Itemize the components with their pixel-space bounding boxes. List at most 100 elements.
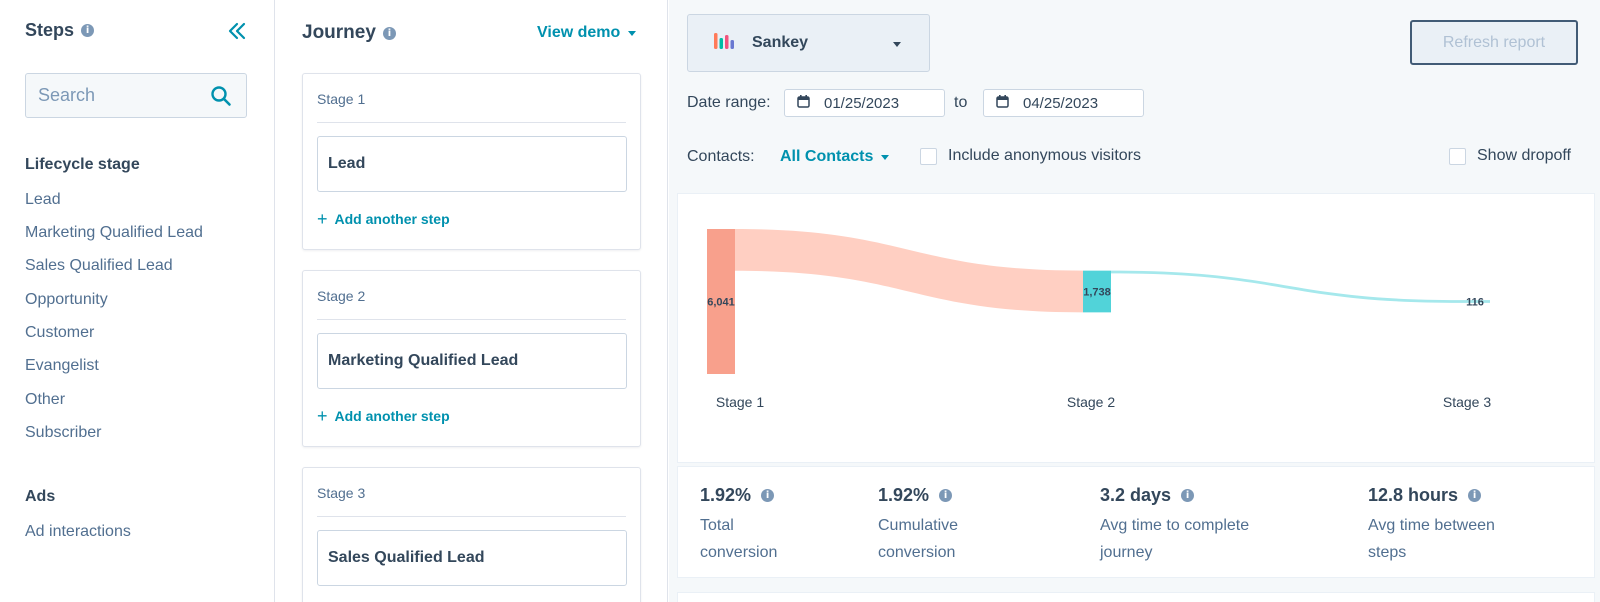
stat-value: 12.8 hours i	[1368, 485, 1495, 506]
sidebar-item-customer[interactable]: Customer	[25, 324, 95, 341]
divider	[317, 319, 626, 320]
checkbox-box[interactable]	[920, 147, 937, 165]
stat-number: 1.92%	[700, 485, 752, 505]
collapse-sidebar-icon[interactable]	[226, 20, 248, 42]
sankey-svg: 6,041 1,738 116 Stage 1 Stage 2 Stage 3	[707, 229, 1491, 410]
journey-panel: Journey i View demo Stage 1 Lead + Add a…	[276, 0, 668, 602]
sidebar-item-ad-interactions[interactable]: Ad interactions	[25, 523, 131, 540]
show-dropoff-label: Show dropoff	[1477, 147, 1571, 164]
sankey-value-label-stage-2: 1,738	[1083, 287, 1111, 299]
stat-label-line1: Avg time to complete	[1100, 517, 1250, 534]
sankey-stage-label-2: Stage 2	[1067, 394, 1115, 410]
contacts-value: All Contacts	[780, 148, 874, 165]
divider	[317, 516, 626, 517]
stat-number: 12.8 hours	[1368, 485, 1459, 505]
stat-label-line2: journey	[1100, 544, 1153, 561]
stat-cumulative-conversion: 1.92% i Cumulative conversion	[878, 485, 958, 566]
stat-label-line1: Cumulative	[878, 517, 959, 534]
sidebar-item-sales-qualified-lead[interactable]: Sales Qualified Lead	[25, 257, 173, 274]
calendar-icon	[797, 94, 810, 112]
flow-stage2-stage3	[1111, 270, 1460, 303]
flow-stage1-stage2	[735, 229, 1083, 313]
stat-number: 1.92%	[878, 485, 930, 505]
chart-type-label: Sankey	[752, 34, 809, 51]
stat-label-line2: steps	[1368, 544, 1407, 561]
sidebar-item-opportunity[interactable]: Opportunity	[25, 291, 108, 308]
stage-card-1: Stage 1 Lead + Add another step	[302, 73, 641, 250]
sidebar-item-lead[interactable]: Lead	[25, 191, 61, 208]
info-icon[interactable]: i	[761, 489, 775, 502]
sidebar-item-other[interactable]: Other	[25, 391, 66, 408]
add-another-step-button[interactable]: + Add another step	[317, 209, 450, 229]
date-to-input[interactable]: 04/25/2023	[983, 89, 1144, 117]
stat-label-line1: Total	[700, 517, 734, 534]
bar-chart-icon	[714, 31, 738, 56]
sankey-stage-label-3: Stage 3	[1443, 394, 1491, 410]
sankey-stage-label-1: Stage 1	[716, 394, 764, 410]
stat-description: Avg time to complete journey	[1100, 512, 1249, 566]
show-dropoff-checkbox[interactable]: Show dropoff	[1449, 147, 1571, 165]
info-icon[interactable]: i	[939, 489, 953, 502]
search-icon[interactable]	[210, 85, 232, 112]
stat-avg-time-between: 12.8 hours i Avg time between steps	[1368, 485, 1495, 566]
stat-total-conversion: 1.92% i Total conversion	[700, 485, 777, 566]
include-anonymous-label: Include anonymous visitors	[948, 147, 1141, 164]
chart-type-dropdown[interactable]: Sankey	[687, 14, 930, 72]
info-icon[interactable]: i	[1468, 489, 1482, 502]
stat-number: 3.2 days	[1100, 485, 1172, 505]
add-another-step-button[interactable]: + Add another step	[317, 407, 450, 425]
contacts-label: Contacts:	[687, 148, 755, 165]
calendar-icon	[996, 94, 1009, 112]
search-input[interactable]	[26, 74, 196, 117]
stat-label-line2: conversion	[878, 544, 956, 561]
step-lead[interactable]: Lead	[317, 136, 627, 192]
date-range-label: Date range:	[687, 94, 771, 111]
stat-value: 1.92% i	[700, 485, 777, 506]
stat-value: 1.92% i	[878, 485, 958, 506]
sankey-value-label-stage-3: 116	[1466, 297, 1484, 309]
section-title-lifecycle-stage: Lifecycle stage	[25, 156, 140, 173]
stats-card: 1.92% i Total conversion 1.92% i Cumulative…	[677, 466, 1595, 578]
sidebar-item-evangelist[interactable]: Evangelist	[25, 357, 99, 374]
stat-label-line2: conversion	[700, 544, 778, 561]
next-card-edge	[677, 592, 1595, 602]
sankey-chart: 6,041 1,738 116 Stage 1 Stage 2 Stage 3	[677, 193, 1595, 463]
divider	[317, 122, 626, 123]
date-from-value: 01/25/2023	[824, 94, 900, 112]
stage-card-2: Stage 2 Marketing Qualified Lead + Add a…	[302, 270, 641, 447]
info-icon[interactable]: i	[382, 26, 396, 40]
date-to-value: 04/25/2023	[1023, 94, 1099, 112]
section-title-ads: Ads	[25, 488, 56, 505]
journey-title: Journey	[302, 22, 376, 43]
sidebar-item-subscriber[interactable]: Subscriber	[25, 424, 102, 441]
step-sales-qualified-lead[interactable]: Sales Qualified Lead	[317, 530, 627, 586]
view-demo-dropdown[interactable]: View demo	[537, 24, 637, 42]
journey-header: Journey i	[302, 22, 396, 44]
add-step-label: Add another step	[334, 211, 450, 227]
refresh-report-button[interactable]: Refresh report	[1410, 20, 1578, 65]
stage-label: Stage 3	[317, 485, 366, 501]
steps-search	[25, 73, 247, 118]
stage-label: Stage 2	[317, 288, 366, 304]
info-icon[interactable]: i	[81, 24, 95, 37]
step-marketing-qualified-lead[interactable]: Marketing Qualified Lead	[317, 333, 627, 389]
sankey-node-stage-3	[1460, 300, 1490, 303]
view-demo-label: View demo	[537, 24, 621, 41]
sidebar-item-marketing-qualified-lead[interactable]: Marketing Qualified Lead	[25, 224, 203, 241]
chevron-down-icon	[893, 42, 901, 47]
stat-value: 3.2 days i	[1100, 485, 1249, 506]
checkbox-box[interactable]	[1449, 147, 1466, 165]
stat-description: Cumulative conversion	[878, 512, 958, 566]
include-anonymous-checkbox[interactable]: Include anonymous visitors	[920, 147, 1141, 165]
info-icon[interactable]: i	[1181, 489, 1195, 502]
date-from-input[interactable]: 01/25/2023	[784, 89, 945, 117]
stat-description: Total conversion	[700, 512, 777, 566]
chevron-down-icon	[628, 30, 637, 36]
stat-avg-time-complete: 3.2 days i Avg time to complete journey	[1100, 485, 1249, 566]
sidebar-title: Steps	[25, 20, 75, 40]
sidebar-header: Steps i	[25, 20, 95, 41]
chevron-down-icon	[881, 154, 890, 160]
contacts-dropdown[interactable]: All Contacts	[780, 148, 890, 166]
stage-label: Stage 1	[317, 91, 366, 107]
plus-icon: +	[317, 209, 328, 229]
